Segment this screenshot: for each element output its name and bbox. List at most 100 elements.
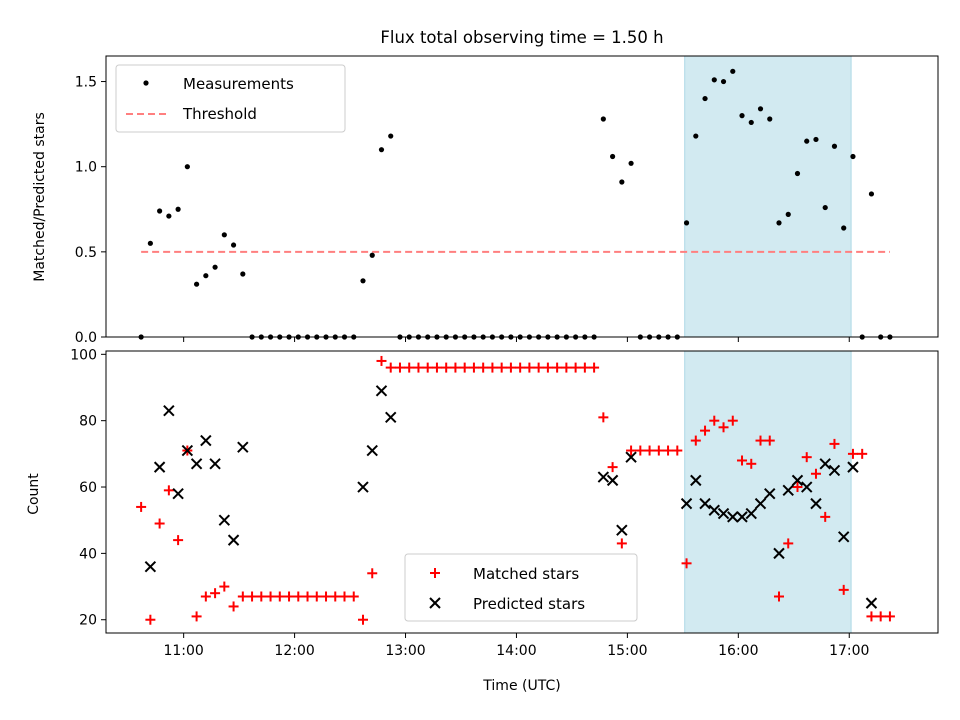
- measurement-point: [804, 138, 810, 144]
- matched-star-point: [598, 412, 609, 423]
- matched-star-point: [866, 611, 877, 622]
- matched-star-point: [709, 415, 720, 426]
- matched-star-point: [801, 452, 812, 463]
- measurement-point: [813, 136, 819, 143]
- matched-star-point: [884, 611, 895, 622]
- matched-star-point: [459, 362, 470, 373]
- bottom-y-tick-label: 20: [79, 613, 97, 629]
- bottom-y-tick-label: 100: [70, 347, 97, 363]
- predicted-star-point: [181, 444, 194, 457]
- measurement-point: [619, 179, 625, 185]
- predicted-star-point: [782, 484, 794, 497]
- matched-star-point: [663, 445, 674, 456]
- predicted-star-point: [606, 474, 619, 487]
- measurement-point: [184, 164, 190, 170]
- measurement-point: [711, 77, 717, 83]
- legend-threshold-label: Threshold: [182, 105, 257, 123]
- matched-star-point: [626, 445, 637, 456]
- measurement-point: [147, 240, 153, 246]
- predicted-star-point: [218, 514, 231, 526]
- matched-star-point: [810, 468, 821, 479]
- predicted-star-point: [190, 458, 203, 470]
- chart-title: Flux total observing time = 1.50 h: [380, 28, 663, 47]
- top-y-tick-label: 0.0: [75, 330, 97, 346]
- measurement-point: [628, 160, 634, 166]
- legend-measurements-marker: [143, 80, 149, 86]
- measurement-point: [785, 211, 791, 217]
- matched-star-point: [321, 591, 332, 602]
- matched-star-point: [829, 438, 840, 449]
- matched-star-point: [773, 591, 784, 602]
- matched-star-point: [265, 591, 276, 602]
- measurement-point: [702, 95, 708, 102]
- legend-matched-plus: [430, 568, 440, 578]
- predicted-star-point: [172, 487, 184, 500]
- measurement-point: [748, 119, 754, 126]
- matched-star-point: [376, 355, 387, 366]
- predicted-star-point: [764, 487, 776, 500]
- x-tick-label: 17:00: [829, 643, 869, 659]
- measurement-point: [794, 170, 801, 177]
- matched-star-point: [311, 591, 322, 602]
- predicted-star-point: [708, 504, 720, 516]
- matched-star-point: [570, 362, 581, 373]
- matched-star-point: [847, 448, 858, 459]
- predicted-star-point: [237, 441, 249, 453]
- predicted-star-point: [837, 531, 850, 543]
- matched-star-point: [163, 485, 174, 496]
- matched-star-point: [533, 362, 544, 373]
- legend-matched-label: Matched stars: [473, 565, 579, 583]
- matched-star-point: [256, 591, 267, 602]
- predicted-star-point: [717, 507, 730, 520]
- matched-star-point: [792, 482, 803, 493]
- top-panel: 0.0 0.5 1.0 1.5 Measurements Threshold: [75, 55, 939, 346]
- predicted-star-point: [754, 497, 767, 510]
- measurement-point: [683, 220, 690, 226]
- measurement-point: [221, 232, 227, 238]
- predicted-star-point: [736, 511, 748, 523]
- measurement-point: [776, 220, 782, 226]
- measurement-point: [388, 133, 394, 139]
- matched-star-point: [727, 415, 738, 426]
- matched-star-point: [496, 362, 507, 373]
- legend-matched-marker: [430, 568, 440, 578]
- measurement-point: [360, 278, 366, 284]
- bottom-axes-frame: [105, 350, 939, 634]
- bottom-y-tick-label: 60: [79, 480, 97, 496]
- matched-star-point: [441, 362, 452, 373]
- measurement-point: [720, 78, 727, 85]
- matched-star-point: [653, 445, 664, 456]
- matched-star-point: [857, 448, 868, 459]
- x-tick-label: 14:00: [496, 643, 536, 659]
- predicted-star-point: [819, 458, 831, 470]
- matched-star-point: [672, 445, 683, 456]
- matched-star-point: [487, 362, 498, 373]
- matched-star-point: [644, 445, 655, 456]
- predicted-star-point: [163, 405, 175, 417]
- matched-star-point: [820, 511, 831, 522]
- predicted-star-point: [153, 461, 166, 473]
- matched-star-point: [700, 425, 711, 436]
- predicted-star-point: [865, 597, 878, 609]
- measurement-point: [369, 252, 375, 258]
- bottom-y-tick-label: 80: [79, 414, 97, 430]
- measurement-point: [831, 143, 838, 149]
- predicted-star-point: [144, 560, 157, 573]
- matched-star-point: [764, 435, 775, 446]
- bottom-y-axis-label: Count: [26, 473, 42, 515]
- predicted-star-point: [366, 444, 378, 457]
- top-legend-box: [115, 64, 346, 133]
- measurement-point: [212, 264, 218, 270]
- matched-star-point: [755, 435, 766, 446]
- measurement-point: [767, 116, 773, 122]
- x-tick-label: 16:00: [718, 643, 758, 659]
- matched-star-point: [357, 614, 368, 625]
- matched-star-point: [616, 538, 627, 549]
- matched-star-point: [348, 591, 359, 602]
- predicted-star-point: [375, 385, 388, 397]
- matched-star-point: [524, 362, 535, 373]
- predicted-star-point: [616, 524, 628, 536]
- matched-star-point: [690, 435, 701, 446]
- matched-star-point: [210, 588, 221, 599]
- matched-star-point: [293, 591, 304, 602]
